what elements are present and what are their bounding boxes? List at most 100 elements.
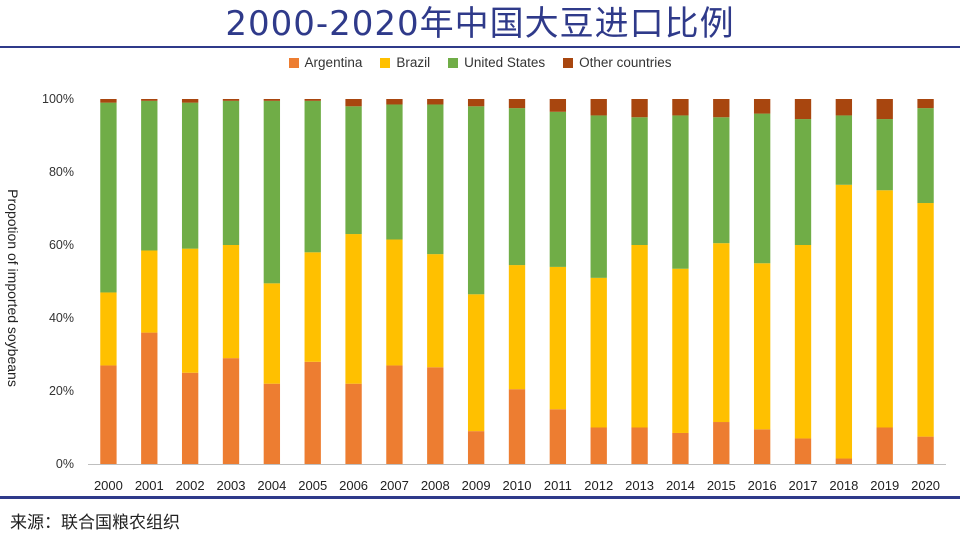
bar-brazil-2008 [427,254,444,368]
bar-other-countries-2006 [345,99,362,107]
page-title: 2000-2020年中国大豆进口比例 [225,4,735,44]
x-tick-label: 2017 [789,478,818,493]
bar-united-states-2007 [386,104,403,240]
bar-united-states-2009 [467,106,485,295]
bar-argentina-2002 [181,372,199,464]
bar-other-countries-2019 [876,99,893,120]
bar-other-countries-2009 [467,99,485,107]
bar-united-states-2012 [590,115,607,278]
bar-argentina-2003 [222,358,240,464]
bar-united-states-2017 [794,119,812,245]
x-tick-label: 2010 [503,478,532,493]
legend-item-other-countries: Other countries [563,55,671,70]
bar-united-states-2001 [141,100,158,251]
bar-argentina-2013 [631,427,648,464]
legend-label-other-countries: Other countries [579,55,672,70]
x-tick-label: 2005 [298,478,327,493]
bar-brazil-2012 [590,277,607,428]
bar-other-countries-2010 [508,99,526,109]
x-tick-label: 2015 [707,478,736,493]
bar-united-states-2010 [508,108,526,266]
bar-other-countries-2014 [672,99,689,116]
bar-brazil-2011 [549,266,567,410]
bar-united-states-2013 [631,117,648,245]
bar-brazil-2003 [222,245,240,359]
y-tick-label: 40% [49,311,74,325]
bar-argentina-2005 [304,361,321,464]
bar-brazil-2018 [835,184,853,459]
y-tick-label: 80% [49,165,74,179]
bar-argentina-2009 [467,431,485,464]
legend-swatch-united-states [448,57,459,68]
bar-united-states-2020 [917,108,934,204]
legend-label-argentina: Argentina [304,55,363,70]
bar-argentina-2016 [753,429,771,464]
bar-brazil-2007 [386,239,403,366]
bar-argentina-2000 [100,365,117,464]
bar-other-countries-2018 [835,99,853,116]
stacked-bar-chart: 0% 20% 40% 60% 80% 100% 2000 2001 2002 2003 2004 20… [42,92,946,493]
bar-brazil-2002 [181,248,199,373]
bar-brazil-2014 [672,268,689,433]
legend-swatch-other-countries [563,57,574,68]
bar-argentina-2010 [508,389,526,464]
chart-legend: Argentina Brazil United States Other cou… [0,55,960,70]
bar-united-states-2018 [835,115,853,185]
bar-other-countries-2004 [263,99,281,101]
x-tick-label: 2000 [94,478,123,493]
bar-united-states-2011 [549,111,567,267]
y-tick-label: 60% [49,238,74,252]
bar-argentina-2006 [345,383,362,464]
bar-argentina-2018 [835,458,853,464]
legend-swatch-brazil [380,57,391,68]
legend-item-brazil: Brazil [380,55,430,70]
x-tick-label: 2008 [421,478,450,493]
bar-argentina-2020 [917,436,934,464]
bar-argentina-2007 [386,365,403,464]
y-tick-label: 0% [56,457,74,471]
bar-other-countries-2011 [549,99,567,112]
bar-other-countries-2001 [141,99,158,101]
bar-other-countries-2002 [181,99,199,103]
y-tick-label: 20% [49,384,74,398]
bar-other-countries-2005 [304,99,321,101]
bar-other-countries-2017 [794,99,812,120]
bar-other-countries-2000 [100,99,117,103]
bar-united-states-2002 [181,102,199,249]
bar-brazil-2020 [917,203,934,437]
x-tick-label: 2001 [135,478,164,493]
bar-united-states-2016 [753,113,771,264]
bar-brazil-2006 [345,234,362,384]
bar-argentina-2019 [876,427,893,464]
x-tick-label: 2019 [870,478,899,493]
bar-brazil-2013 [631,245,648,428]
bar-united-states-2008 [427,104,444,255]
bar-other-countries-2007 [386,99,403,105]
x-tick-label: 2003 [217,478,246,493]
bar-brazil-2017 [794,245,812,439]
x-tick-label: 2020 [911,478,940,493]
x-tick-label: 2014 [666,478,695,493]
x-tick-label: 2007 [380,478,409,493]
bar-argentina-2008 [427,367,444,464]
bar-united-states-2005 [304,100,321,253]
x-tick-label: 2006 [339,478,368,493]
y-tick-label: 100% [42,92,74,106]
x-tick-label: 2004 [257,478,286,493]
bar-other-countries-2016 [753,99,771,114]
bar-argentina-2011 [549,409,567,464]
bar-other-countries-2012 [590,99,607,116]
bar-argentina-2014 [672,432,689,464]
source-note: 来源：联合国粮农组织 [10,513,180,533]
bar-brazil-2015 [713,243,730,423]
bar-brazil-2001 [141,250,158,333]
bar-other-countries-2015 [713,99,730,118]
x-tick-label: 2011 [544,478,572,493]
x-tick-label: 2009 [462,478,491,493]
x-tick-label: 2012 [584,478,613,493]
bar-brazil-2010 [508,265,526,390]
bar-other-countries-2008 [427,99,444,105]
bar-brazil-2000 [100,292,117,366]
bar-united-states-2015 [713,117,730,244]
bar-united-states-2003 [222,100,240,245]
